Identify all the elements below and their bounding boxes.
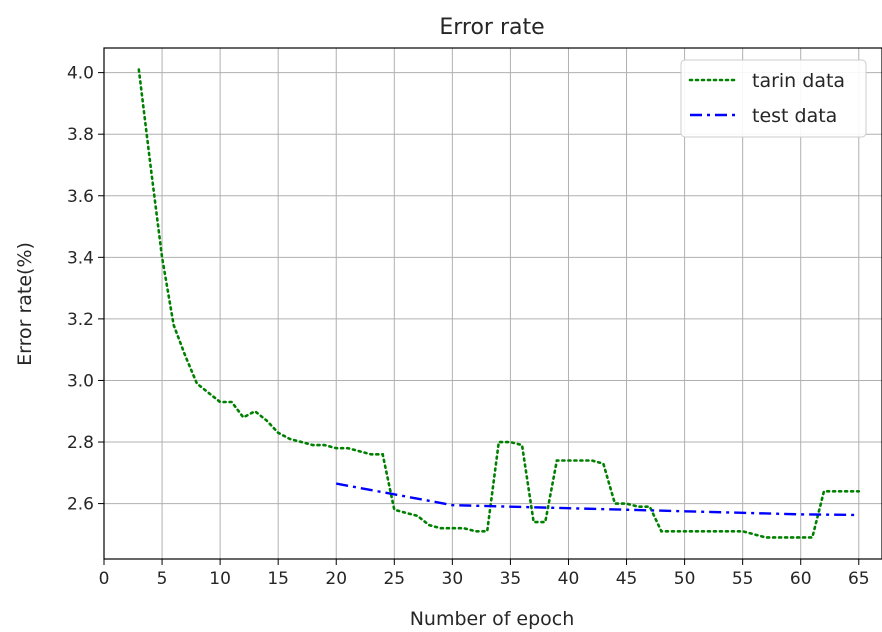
y-tick-label: 3.8: [67, 125, 94, 145]
x-tick-label: 65: [848, 569, 870, 589]
x-tick-label: 20: [325, 569, 347, 589]
x-tick-label: 45: [616, 569, 638, 589]
x-axis-label: Number of epoch: [410, 608, 575, 630]
x-tick-label: 10: [209, 569, 231, 589]
y-tick-label: 3.0: [67, 371, 94, 391]
x-tick-label: 0: [99, 569, 110, 589]
x-tick-label: 35: [500, 569, 522, 589]
axis-ticks: 0 5 10 15 20 25 30 35 40 45 50 55 60 65 2.6 2.8 3.0 3.2 3.…: [67, 64, 870, 589]
series-lines: [137, 68, 861, 539]
y-tick-label: 3.4: [67, 248, 94, 268]
plot-frame: [103, 47, 882, 560]
legend-label-tarin: tarin data: [752, 70, 845, 92]
y-tick-label: 4.0: [67, 64, 94, 84]
x-tick-label: 15: [267, 569, 289, 589]
y-tick-label: 2.8: [67, 433, 94, 453]
legend-label-test: test data: [752, 105, 837, 127]
series-line-tarin-data: [137, 68, 861, 539]
y-axis-label: Error rate(%): [14, 242, 36, 366]
y-tick-label: 2.6: [67, 495, 94, 515]
x-tick-label: 25: [383, 569, 405, 589]
series-line-test-data: [336, 482, 859, 517]
legend: tarin data test data: [680, 59, 867, 138]
x-tick-label: 50: [674, 569, 696, 589]
y-tick-label: 3.2: [67, 310, 94, 330]
y-tick-label: 3.6: [67, 187, 94, 207]
chart-title: Error rate: [439, 15, 544, 40]
x-tick-label: 55: [732, 569, 754, 589]
x-tick-label: 5: [157, 569, 168, 589]
x-tick-label: 30: [442, 569, 464, 589]
x-tick-label: 40: [558, 569, 580, 589]
x-tick-label: 60: [790, 569, 812, 589]
